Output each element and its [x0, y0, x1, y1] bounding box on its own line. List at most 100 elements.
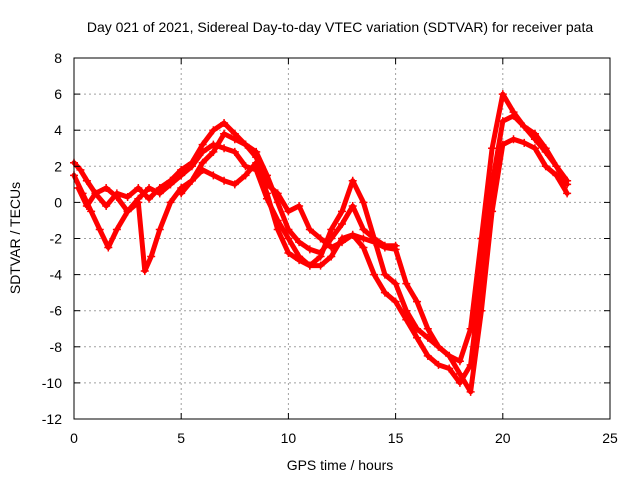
data-point	[230, 147, 239, 156]
y-tick-label: 6	[54, 86, 62, 102]
x-tick-label: 20	[495, 430, 511, 446]
data-point	[370, 234, 379, 243]
data-point	[338, 207, 346, 216]
y-tick-label: -2	[50, 231, 63, 247]
series-track-4	[177, 129, 400, 257]
data-point	[541, 144, 550, 153]
data-point	[147, 252, 156, 261]
data-point	[477, 306, 486, 315]
data-point	[348, 176, 357, 185]
data-point	[241, 140, 250, 149]
data-point	[295, 256, 304, 265]
data-point	[413, 324, 422, 333]
data-layer	[70, 90, 572, 396]
data-point	[198, 147, 207, 156]
data-point	[177, 189, 186, 198]
y-tick-label: 2	[54, 158, 62, 174]
y-tick-label: -8	[50, 339, 63, 355]
data-point	[166, 198, 175, 207]
data-point	[316, 234, 325, 243]
data-point	[241, 171, 250, 180]
data-point	[145, 183, 154, 192]
data-point	[509, 135, 518, 144]
grid-layer	[74, 58, 610, 419]
data-point	[220, 129, 229, 138]
data-point	[530, 144, 539, 153]
data-point	[391, 279, 400, 288]
data-point	[466, 387, 475, 396]
data-point	[102, 202, 111, 211]
data-point	[423, 351, 432, 360]
data-point	[104, 243, 113, 252]
data-point	[338, 220, 346, 229]
data-point	[348, 202, 357, 211]
y-tick-label: 8	[54, 50, 62, 66]
data-point	[198, 140, 207, 149]
data-point	[359, 243, 368, 252]
data-point	[488, 144, 497, 153]
tick-layer: 0 5 10 15 20 25 -12 -10 -8 -6 -4 -2 0 2 4 6 8	[42, 50, 618, 446]
data-point	[541, 162, 550, 171]
data-point	[187, 176, 196, 185]
x-tick-label: 5	[177, 430, 185, 446]
x-tick-label: 0	[70, 430, 78, 446]
data-point	[198, 158, 207, 167]
data-point	[230, 180, 239, 189]
data-point	[155, 189, 164, 198]
data-point	[563, 189, 572, 198]
y-tick-label: -4	[50, 267, 63, 283]
series-trace	[71, 113, 570, 386]
data-point	[391, 297, 400, 306]
data-point	[509, 111, 518, 120]
data-point	[220, 118, 229, 127]
data-point	[134, 198, 143, 207]
data-point	[102, 183, 111, 192]
data-point	[112, 225, 121, 234]
chart-title: Day 021 of 2021, Sidereal Day-to-day VTE…	[87, 19, 594, 35]
data-point	[552, 171, 561, 180]
data-point	[413, 297, 422, 306]
data-point	[327, 225, 336, 234]
data-point	[140, 266, 149, 275]
y-tick-label: 4	[54, 122, 62, 138]
data-point	[402, 306, 411, 315]
data-point	[488, 207, 497, 216]
data-point	[305, 245, 314, 254]
data-point	[520, 122, 529, 131]
data-point	[134, 183, 143, 192]
data-point	[380, 270, 389, 279]
data-point	[95, 225, 104, 234]
data-point	[305, 261, 314, 270]
data-point	[273, 198, 282, 207]
data-point	[445, 351, 454, 360]
data-point	[82, 202, 91, 211]
data-point	[413, 333, 422, 342]
data-point	[230, 135, 239, 144]
data-point	[284, 225, 293, 234]
data-point	[563, 176, 572, 185]
data-point	[423, 324, 432, 333]
data-point	[498, 140, 507, 149]
data-point	[209, 126, 218, 135]
y-tick-label: -10	[42, 375, 62, 391]
data-point	[295, 202, 304, 211]
data-point	[359, 198, 368, 207]
data-point	[359, 225, 368, 234]
data-point	[155, 225, 164, 234]
data-point	[316, 261, 325, 270]
series-track-1	[70, 90, 572, 366]
data-point	[166, 180, 175, 189]
series-trace	[75, 136, 570, 395]
x-tick-label: 25	[602, 430, 618, 446]
data-point	[530, 129, 539, 138]
data-point	[295, 238, 304, 247]
data-point	[123, 192, 132, 201]
data-point	[434, 360, 443, 369]
data-point	[262, 171, 271, 180]
data-point	[380, 288, 389, 297]
data-point	[316, 248, 325, 257]
data-point	[327, 252, 336, 261]
data-point	[284, 207, 293, 216]
data-point	[91, 189, 100, 198]
